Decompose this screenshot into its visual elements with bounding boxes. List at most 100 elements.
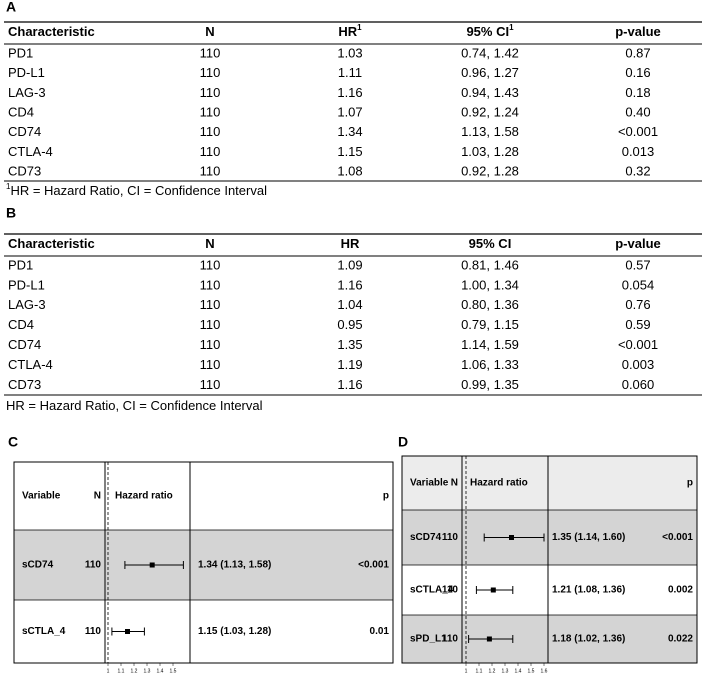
table-cell: 110 [200,337,221,352]
table-cell: 0.92, 1.24 [461,105,519,120]
tick-label: 1.2 [489,668,496,674]
column-header: p [687,478,693,489]
variable-name: sCTLA_4 [410,585,454,596]
table-cell: PD1 [8,257,33,272]
tick-label: 1.6 [541,668,548,674]
header-text: HR [341,236,360,251]
table-cell: 110 [200,45,221,60]
p-value: 0.002 [668,585,693,596]
table-cell: LAG-3 [8,297,46,312]
table-cell: 110 [200,124,221,139]
table-cell: 0.94, 1.43 [461,85,519,100]
table-cell: 110 [200,105,221,120]
footnote: HR = Hazard Ratio, CI = Confidence Inter… [6,398,263,413]
estimate-marker [149,562,155,568]
table-cell: CD73 [8,377,41,392]
footnote-text: HR = Hazard Ratio, CI = Confidence Inter… [10,183,267,198]
header-band [14,462,393,530]
plot-frame [13,461,394,664]
column-header: Hazard ratio [470,478,528,489]
table-cell: 0.81, 1.46 [461,257,519,272]
table-cell: 0.40 [625,105,650,120]
estimate-marker [486,636,492,642]
header-cell: Characteristic [8,24,95,39]
table-cell: 1.03 [337,45,362,60]
table-cell: 110 [200,257,221,272]
table-cell: CTLA-4 [8,357,53,372]
table-cell: 0.87 [625,45,650,60]
header-cell: p-value [615,24,661,39]
table-cell: 0.16 [625,65,650,80]
header-text: N [205,236,214,251]
n-value: 110 [442,634,459,645]
table-cell: 0.96, 1.27 [461,65,519,80]
table-cell: 1.11 [338,65,362,80]
table-cell: 110 [200,317,221,332]
tick-label: 1.5 [170,668,177,674]
estimate-label: 1.35 (1.14, 1.60) [552,532,625,543]
table-cell: 0.003 [622,357,655,372]
table-cell: PD-L1 [8,65,45,80]
p-value: <0.001 [662,532,693,543]
table-cell: 1.07 [337,105,362,120]
table-cell: 1.15 [337,144,362,159]
table-cell: CTLA-4 [8,144,53,159]
tick-label: 1.4 [157,668,164,674]
variable-name: sCD74 [410,532,442,543]
footnote-marker: 1 [6,182,11,191]
panel-label: A [6,0,16,15]
table-cell: 0.95 [337,317,362,332]
table-cell: 110 [200,85,221,100]
variable-name: sPD_L1 [410,634,447,645]
footnote-text: HR = Hazard Ratio, CI = Confidence Inter… [6,398,263,413]
table-cell: 110 [200,164,221,179]
table-cell: 0.79, 1.15 [461,317,519,332]
table-cell: CD74 [8,337,41,352]
tick-label: 1.3 [502,668,509,674]
p-value: 0.01 [370,626,390,637]
variable-name: sCTLA_4 [22,626,66,637]
estimate-label: 1.18 (1.02, 1.36) [552,634,625,645]
row-band [402,510,697,565]
table-cell: 110 [200,297,221,312]
table-cell: 1.14, 1.59 [461,337,519,352]
table-cell: 0.054 [622,277,655,292]
header-text: Characteristic [8,236,95,251]
column-header: N [451,478,458,489]
table-cell: 0.74, 1.42 [461,45,519,60]
p-value: 0.022 [668,634,693,645]
table-cell: 0.80, 1.36 [461,297,519,312]
tick-label: 1 [465,668,468,674]
n-value: 110 [442,532,459,543]
header-text: 95% CI [469,236,512,251]
header-cell: Characteristic [8,236,95,251]
estimate-label: 1.34 (1.13, 1.58) [198,560,271,571]
header-text: 95% CI [466,24,509,39]
variable-name: sCD74 [22,560,54,571]
table-cell: 110 [200,377,221,392]
table-cell: <0.001 [618,124,658,139]
table-cell: 1.00, 1.34 [461,277,519,292]
table-cell: 1.19 [337,357,362,372]
header-band [402,456,697,510]
header-cell: 95% CI [469,236,512,251]
tick-label: 1.1 [476,668,483,674]
table-cell: 1.34 [337,124,362,139]
table-cell: 1.08 [337,164,362,179]
table-cell: 110 [200,277,221,292]
p-value: <0.001 [358,560,389,571]
table-cell: 0.18 [625,85,650,100]
footnote-marker: 1 [357,23,362,32]
estimate-marker [509,535,514,540]
row-band [402,615,697,663]
header-cell: 95% CI1 [466,23,514,39]
table-cell: 1.16 [337,277,362,292]
table-cell: 1.16 [337,85,362,100]
panel-label: D [398,434,408,450]
header-cell: N [205,24,214,39]
table-cell: LAG-3 [8,85,46,100]
table-cell: 0.59 [625,317,650,332]
tick-label: 1 [107,668,110,674]
table-cell: 1.35 [337,337,362,352]
n-value: 110 [85,560,102,571]
